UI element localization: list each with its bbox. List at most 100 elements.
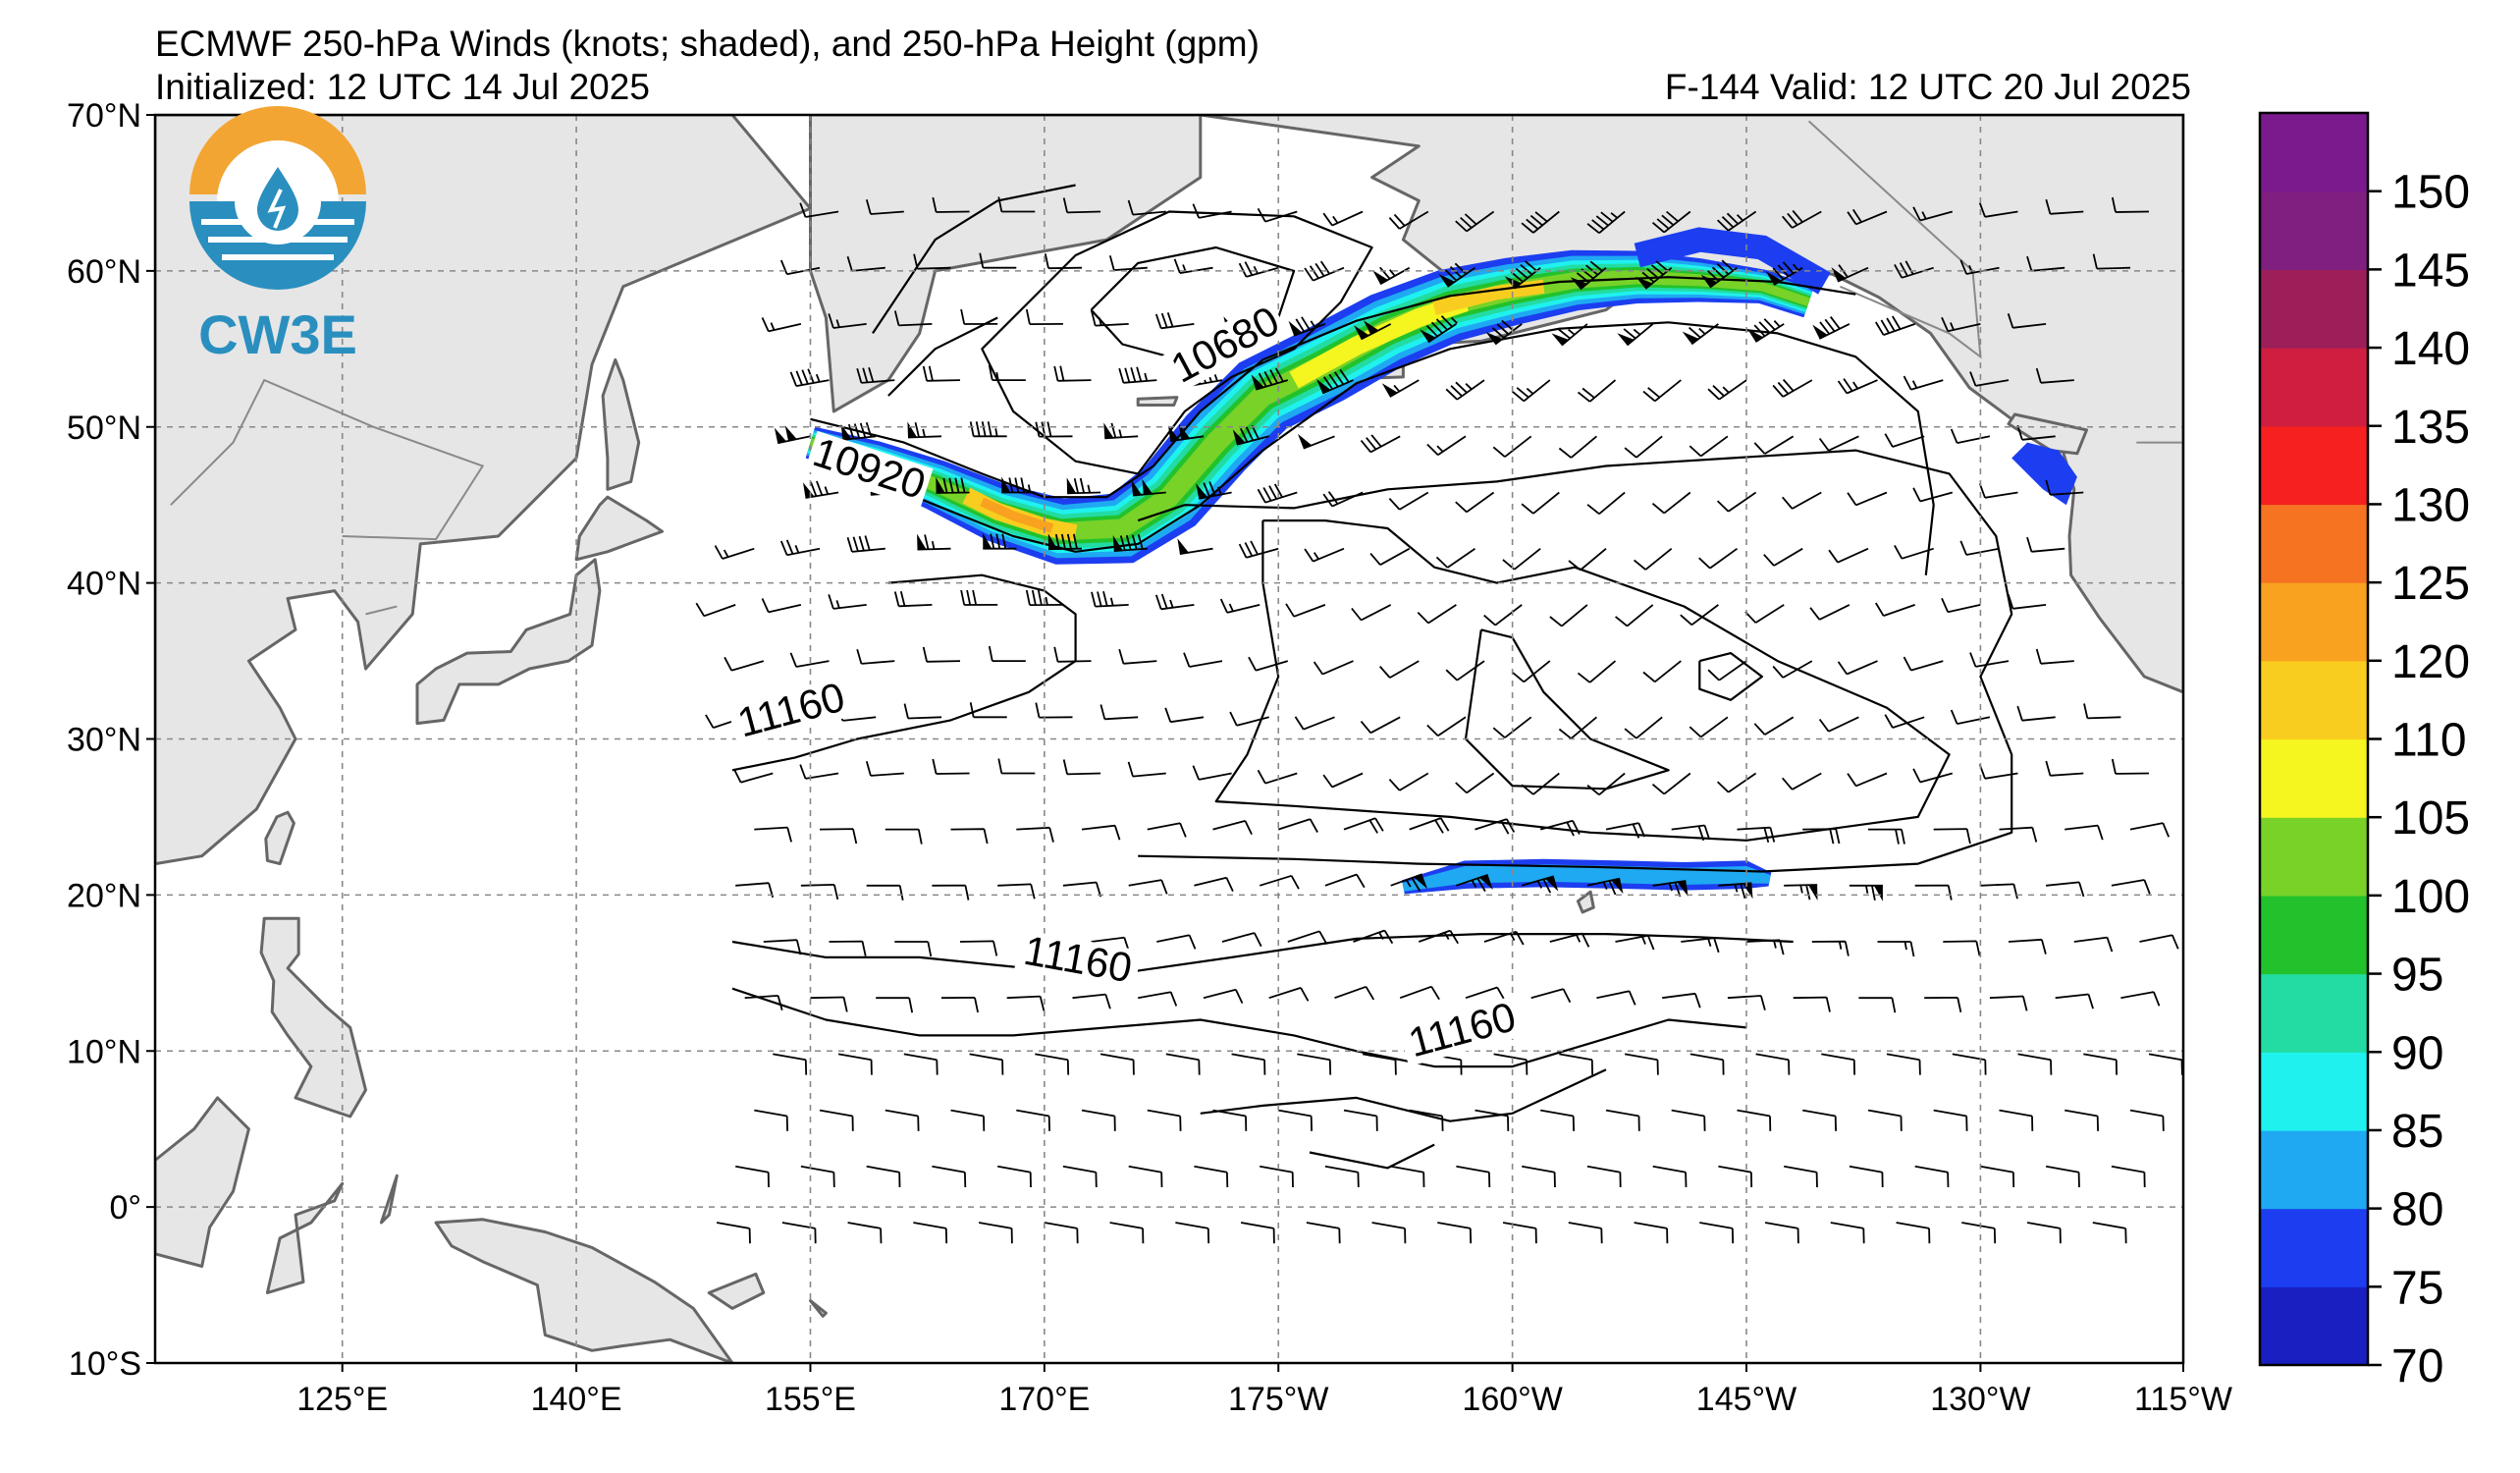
wind-barb bbox=[1288, 316, 1326, 337]
wind-barb bbox=[903, 703, 942, 720]
wind-barb bbox=[1474, 1109, 1510, 1131]
wind-barb bbox=[1763, 547, 1803, 567]
wind-barb bbox=[1784, 884, 1818, 900]
wind-barb bbox=[1053, 365, 1092, 382]
wind-barb bbox=[1634, 548, 1673, 571]
wind-barb bbox=[1212, 820, 1253, 835]
wind-barb bbox=[1635, 260, 1673, 290]
wind-barb bbox=[1445, 379, 1485, 401]
wind-barb bbox=[2129, 822, 2171, 838]
lat-tick-label: 0° bbox=[109, 1189, 141, 1227]
wind-barb bbox=[969, 1053, 1004, 1075]
lat-lon-grid bbox=[155, 115, 2183, 1363]
wind-barb bbox=[761, 598, 802, 614]
wind-barb bbox=[1782, 772, 1822, 791]
wind-barb bbox=[1642, 660, 1682, 683]
landmass bbox=[1136, 396, 1179, 407]
wind-barb bbox=[1420, 315, 1458, 344]
landmass bbox=[707, 1272, 766, 1310]
wind-barb bbox=[1388, 210, 1429, 230]
wind-barb bbox=[1354, 320, 1392, 341]
wind-barb bbox=[1438, 262, 1476, 288]
wind-barb bbox=[922, 646, 961, 663]
wind-barb bbox=[1894, 544, 1934, 560]
wind-barb bbox=[1492, 435, 1532, 458]
wind-barb bbox=[1746, 318, 1785, 343]
wind-barb bbox=[1551, 323, 1588, 347]
wind-barb bbox=[1035, 421, 1073, 438]
wind-barb bbox=[1884, 433, 1925, 448]
wind-barb bbox=[789, 368, 830, 387]
landmass bbox=[434, 1218, 734, 1363]
wind-barbs bbox=[695, 196, 2183, 1244]
wind-barb bbox=[1445, 660, 1485, 682]
wind-barb bbox=[1662, 992, 1701, 1009]
wind-barb bbox=[903, 1053, 938, 1075]
wind-barb bbox=[1884, 714, 1925, 729]
height-contour bbox=[1200, 1068, 1607, 1122]
wind-barb bbox=[1772, 378, 1813, 398]
subtropical-wind-band bbox=[1402, 864, 1771, 892]
wind-barb bbox=[1147, 1109, 1182, 1131]
wind-barb bbox=[1277, 818, 1318, 833]
wind-barb bbox=[1830, 1222, 1865, 1244]
lat-tick-label: 10°S bbox=[69, 1345, 141, 1383]
wind-barb bbox=[969, 702, 1007, 719]
wind-barb bbox=[997, 196, 1036, 213]
wind-barb bbox=[1324, 1165, 1360, 1188]
wind-barb bbox=[1294, 716, 1335, 731]
wind-barb bbox=[917, 533, 951, 551]
height-contour bbox=[1309, 1143, 1435, 1170]
lon-tick-label: 130°W bbox=[1930, 1381, 2030, 1418]
wind-barb bbox=[1147, 822, 1187, 838]
colorbar-swatch bbox=[2260, 582, 2368, 662]
wind-barb bbox=[865, 198, 904, 215]
wind-barb bbox=[1978, 202, 2018, 218]
wind-barb bbox=[1559, 1053, 1593, 1075]
lon-tick-label: 170°E bbox=[998, 1381, 1090, 1418]
wind-barb bbox=[1485, 319, 1523, 346]
lon-tick-label: 145°W bbox=[1696, 1381, 1796, 1418]
wind-barb bbox=[1313, 660, 1354, 676]
wind-barb bbox=[1521, 491, 1560, 515]
wind-barb bbox=[1577, 379, 1617, 403]
contour-label-bg bbox=[1161, 299, 1290, 393]
wind-barb bbox=[1257, 207, 1298, 223]
jet-core bbox=[980, 497, 1054, 533]
wind-barb bbox=[1409, 1109, 1444, 1131]
wind-barb bbox=[1390, 1165, 1425, 1188]
wind-barb bbox=[983, 532, 1017, 550]
wind-barb bbox=[1435, 547, 1476, 569]
landmass bbox=[259, 916, 367, 1118]
wind-barb bbox=[1221, 932, 1262, 948]
wind-barb bbox=[1540, 1109, 1575, 1131]
wind-barb bbox=[1615, 604, 1654, 627]
wind-barb bbox=[1903, 375, 1944, 391]
wind-barb bbox=[1278, 1109, 1313, 1131]
wind-barb bbox=[1894, 260, 1934, 279]
wind-barb bbox=[744, 995, 783, 1010]
axis-ticks: 70°N 60°N 50°N 40°N 30°N 20°N 10°N 0° 10°S 125°E 1… bbox=[67, 97, 2232, 1418]
wind-barb bbox=[1334, 985, 1375, 1001]
wind-barb bbox=[1360, 434, 1401, 454]
wind-barb bbox=[1108, 255, 1148, 271]
wind-barb bbox=[950, 1109, 986, 1131]
colorbar-tick-label: 135 bbox=[2391, 402, 2470, 454]
wind-barb bbox=[1322, 210, 1364, 227]
wind-barb bbox=[1369, 547, 1411, 566]
wind-barb bbox=[828, 313, 867, 329]
wind-barb bbox=[1924, 997, 1962, 1012]
wind-barb bbox=[1847, 772, 1888, 788]
wind-barb bbox=[2026, 536, 2065, 553]
wind-barb bbox=[1044, 1222, 1079, 1244]
wind-barb bbox=[1371, 1222, 1407, 1244]
wind-barb bbox=[1164, 707, 1205, 724]
jet-exit-shading bbox=[1634, 227, 1831, 295]
wind-barb bbox=[1379, 660, 1420, 679]
wind-barb bbox=[1493, 1053, 1528, 1075]
colorbar-swatch bbox=[2260, 504, 2368, 583]
height-contour bbox=[1464, 628, 1670, 791]
wind-barb bbox=[894, 941, 933, 957]
wind-barb bbox=[2064, 824, 2104, 841]
wind-barb bbox=[2129, 1109, 2165, 1131]
